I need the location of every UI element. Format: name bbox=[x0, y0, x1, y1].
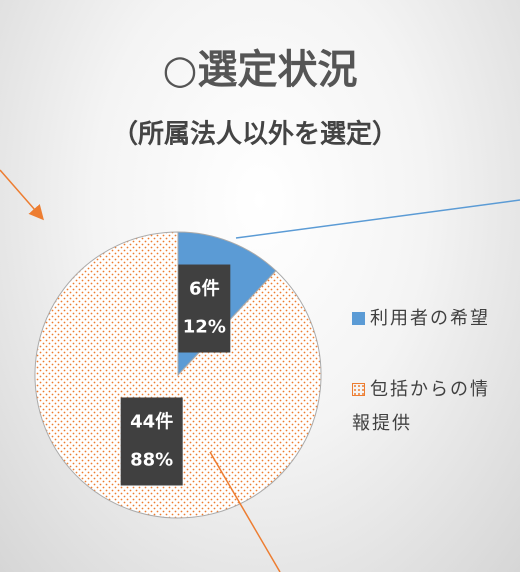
legend-item: 包括からの情報提供 bbox=[352, 373, 502, 441]
data-label-box bbox=[120, 397, 183, 486]
data-label: 88% bbox=[130, 449, 173, 470]
legend-item: 利用者の希望 bbox=[352, 302, 502, 336]
legend-label: 包括からの情報提供 bbox=[352, 379, 490, 434]
callout-line bbox=[209, 451, 281, 572]
legend-label: 利用者の希望 bbox=[370, 308, 490, 329]
legend-swatch bbox=[352, 312, 365, 325]
data-labels: 6件 12% 44件 88% bbox=[120, 264, 231, 486]
arrow bbox=[0, 169, 44, 221]
chart-subtitle: （所属法人以外を選定） bbox=[112, 119, 398, 150]
callout-line bbox=[235, 199, 520, 239]
data-label: 6件 bbox=[189, 278, 220, 300]
data-label-box bbox=[178, 264, 231, 353]
data-label: 12% bbox=[183, 317, 226, 338]
data-label: 44件 bbox=[130, 410, 173, 432]
chart-title: ○選定状況 bbox=[163, 47, 358, 93]
legend-swatch bbox=[352, 383, 365, 396]
pie-slice bbox=[34, 231, 322, 519]
